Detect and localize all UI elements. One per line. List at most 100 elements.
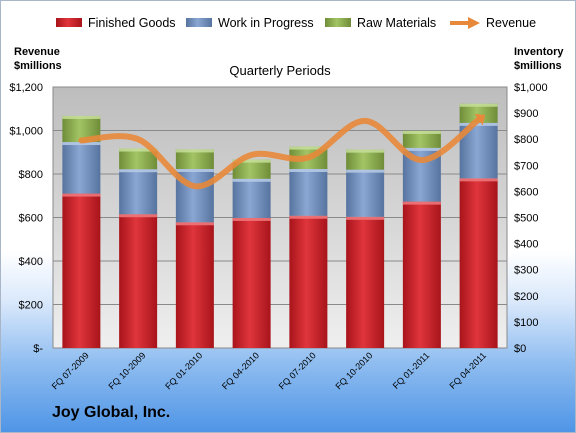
category-labels: FQ 07-2009 FQ 10-2009 FQ 01-2010 FQ 04-2010…	[50, 350, 488, 391]
bar-raw-materials	[402, 130, 441, 148]
bar-finished-goods-highlight	[232, 217, 271, 221]
left-axis-ticks: $- $200 $400 $600 $800 $1,000 $1,200	[9, 82, 43, 355]
company-name: Joy Global, Inc.	[52, 404, 171, 421]
category-label: FQ 01-2010	[163, 350, 204, 391]
bar-work-in-progress-highlight	[119, 169, 158, 173]
revenue-line	[78, 113, 486, 190]
category-label: FQ 04-2010	[220, 350, 261, 391]
legend-swatch-raw-materials	[325, 18, 351, 27]
bar-finished-goods-highlight	[62, 193, 101, 197]
right-axis-ticks: $0 $100 $200 $300 $400 $500 $600 $700 $800 $900 $1…	[514, 82, 548, 355]
right-tick-label: $100	[514, 317, 538, 329]
revenue-point	[251, 154, 253, 156]
bar-raw-materials-highlight	[289, 146, 328, 150]
revenue-point	[478, 119, 480, 121]
bar-work-in-progress	[289, 168, 328, 216]
bar-raw-materials	[175, 149, 214, 169]
bar-finished-goods-highlight	[289, 215, 328, 219]
revenue-line-arrowhead	[474, 113, 486, 126]
right-tick-label: $200	[514, 291, 538, 303]
bar-finished-goods	[62, 193, 101, 348]
legend: Finished Goods Work in Progress Raw Mate…	[56, 16, 536, 30]
category-label: FQ 10-2009	[107, 350, 148, 391]
bar-raw-materials	[232, 159, 271, 179]
bar-raw-materials-highlight	[346, 149, 385, 153]
bar-finished-goods	[459, 178, 498, 348]
right-tick-label: $300	[514, 265, 538, 277]
bar-raw-materials	[119, 148, 158, 170]
bar-raw-materials-highlight	[402, 130, 441, 134]
bar-raw-materials-highlight	[232, 159, 271, 163]
category-label: FQ 10-2010	[334, 350, 375, 391]
bar-finished-goods-highlight	[402, 201, 441, 205]
right-tick-label: $600	[514, 186, 538, 198]
left-tick-label: $200	[19, 300, 43, 312]
left-tick-label: $-	[33, 343, 43, 355]
left-axis-title-line1: Revenue	[14, 46, 60, 58]
bar-work-in-progress-highlight	[62, 142, 101, 146]
left-tick-label: $400	[19, 256, 43, 268]
bar-work-in-progress	[119, 169, 158, 215]
bar-work-in-progress	[346, 169, 385, 217]
bar-work-in-progress-highlight	[175, 168, 214, 172]
right-tick-label: $0	[514, 343, 526, 355]
legend-swatch-revenue	[450, 17, 480, 29]
right-tick-label: $1,000	[514, 82, 548, 94]
left-tick-label: $600	[19, 213, 43, 225]
right-tick-label: $900	[514, 108, 538, 120]
bar-raw-materials	[459, 103, 498, 123]
left-tick-label: $1,200	[9, 82, 43, 94]
bar-raw-materials-highlight	[119, 148, 158, 152]
legend-label-raw-materials: Raw Materials	[357, 16, 436, 30]
left-axis-title-line2: $millions	[14, 60, 62, 72]
bar-work-in-progress-highlight	[459, 122, 498, 126]
bar-finished-goods	[119, 214, 158, 348]
left-tick-label: $1,000	[9, 126, 43, 138]
category-label: FQ 07-2009	[50, 350, 91, 391]
bar-work-in-progress-highlight	[346, 169, 385, 173]
right-tick-label: $400	[514, 239, 538, 251]
bar-raw-materials-highlight	[459, 103, 498, 107]
right-tick-label: $700	[514, 160, 538, 172]
revenue-point	[307, 156, 309, 158]
bar-raw-materials	[346, 149, 385, 170]
bar-finished-goods-highlight	[175, 222, 214, 226]
bar-finished-goods	[232, 217, 271, 348]
right-tick-label: $800	[514, 134, 538, 146]
category-label: FQ 04-2011	[447, 350, 488, 391]
bar-work-in-progress	[232, 178, 271, 218]
bars	[62, 103, 498, 348]
revenue-point	[194, 185, 196, 187]
revenue-point	[80, 140, 82, 142]
legend-swatch-finished-goods	[56, 18, 82, 27]
revenue-point	[137, 138, 139, 140]
bar-finished-goods	[346, 216, 385, 348]
bar-finished-goods-highlight	[119, 214, 158, 218]
left-tick-label: $800	[19, 169, 43, 181]
legend-swatch-work-in-progress	[186, 18, 212, 27]
revenue-point	[364, 120, 366, 122]
right-axis-title-line1: Inventory	[514, 46, 564, 58]
bar-raw-materials-highlight	[175, 149, 214, 153]
right-axis-title-line2: $millions	[514, 60, 562, 72]
chart-title: Quarterly Periods	[229, 63, 331, 78]
legend-label-revenue: Revenue	[486, 16, 536, 30]
bar-work-in-progress-highlight	[232, 178, 271, 182]
revenue-point	[421, 159, 423, 161]
category-label: FQ 01-2011	[391, 350, 432, 391]
bar-work-in-progress-highlight	[402, 147, 441, 151]
bar-finished-goods	[289, 215, 328, 348]
bar-finished-goods	[402, 201, 441, 348]
bar-raw-materials-highlight	[62, 115, 101, 119]
right-tick-label: $500	[514, 213, 538, 225]
revenue-line-path	[78, 116, 482, 190]
bar-finished-goods-highlight	[459, 178, 498, 182]
bar-work-in-progress	[62, 142, 101, 194]
bar-work-in-progress-highlight	[289, 168, 328, 172]
bar-finished-goods	[175, 222, 214, 348]
legend-label-work-in-progress: Work in Progress	[218, 16, 314, 30]
legend-label-finished-goods: Finished Goods	[88, 16, 176, 30]
bar-finished-goods-highlight	[346, 216, 385, 220]
category-label: FQ 07-2010	[277, 350, 318, 391]
